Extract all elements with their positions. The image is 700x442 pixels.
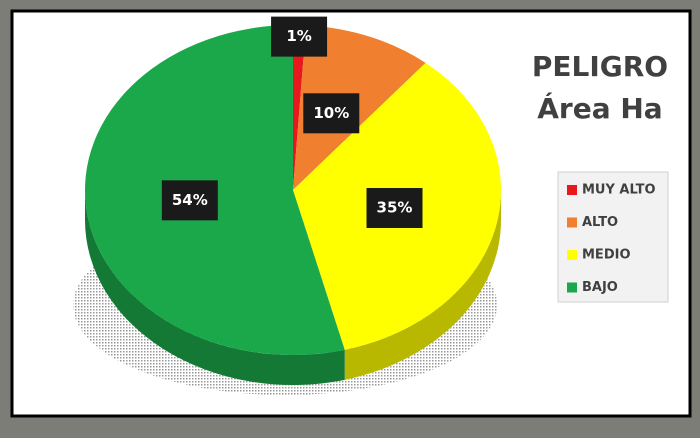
data-label-box	[161, 180, 218, 221]
data-label-box	[366, 187, 423, 228]
legend-swatch	[567, 185, 577, 195]
slice	[293, 25, 426, 190]
data-label: 54%	[172, 191, 208, 209]
slice-side	[85, 190, 345, 386]
legend-label: BAJO	[582, 280, 618, 295]
data-label: 10%	[313, 104, 349, 122]
chart-title: PELIGRO	[532, 50, 668, 83]
slice	[293, 25, 307, 190]
legend-label: ALTO	[582, 215, 618, 230]
data-label-box	[271, 16, 328, 57]
slice-side	[344, 190, 501, 380]
legend-label: MEDIO	[582, 248, 631, 263]
data-label: 35%	[377, 198, 413, 216]
data-label-box	[303, 93, 360, 134]
legend-swatch	[567, 282, 577, 293]
legend-swatch	[567, 217, 577, 228]
chart-subtitle: Área Ha	[537, 91, 662, 125]
data-label: 1%	[286, 27, 311, 45]
legend-label: MUY ALTO	[582, 183, 656, 198]
legend-swatch	[567, 250, 577, 260]
